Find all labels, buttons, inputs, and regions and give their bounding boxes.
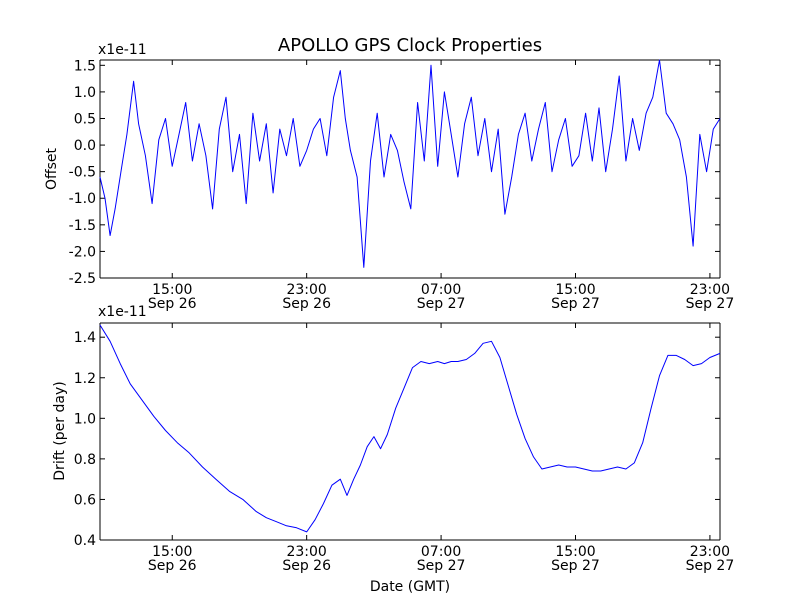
drift-x-tick-date: Sep 26: [148, 558, 197, 574]
drift-y-tick-label: 1.0: [74, 411, 96, 427]
drift-x-tick-time: 23:00: [690, 544, 730, 560]
drift-x-tick-date: Sep 27: [686, 558, 735, 574]
offset-x-tick-time: 23:00: [286, 282, 326, 298]
drift-y-tick-label: 0.8: [74, 452, 96, 468]
drift-x-tick-date: Sep 27: [417, 558, 466, 574]
offset-series-line: [99, 59, 721, 268]
offset-x-tick-time: 15:00: [555, 282, 595, 298]
offset-y-axis-label: Offset: [44, 147, 60, 190]
drift-y-tick-label: 1.4: [74, 330, 96, 346]
offset-x-tick-time: 23:00: [690, 282, 730, 298]
offset-y-tick-label: -2.0: [69, 244, 96, 260]
offset-x-tick-date: Sep 26: [282, 296, 331, 312]
offset-x-tick-date: Sep 27: [551, 296, 600, 312]
offset-y-tick-label: 1.0: [74, 85, 96, 101]
drift-series-line: [99, 324, 721, 533]
drift-panel: x1e-11 Drift (per day) Date (GMT) 1.4 1.2…: [52, 304, 734, 595]
drift-y-axis-label: Drift (per day): [52, 381, 68, 480]
offset-y-tick-label: -1.5: [69, 218, 96, 234]
offset-y-tick-label: -1.0: [69, 191, 96, 207]
drift-scale-label: x1e-11: [98, 304, 147, 320]
offset-panel: x1e-11 Offset 1.5 1.0 0.5 0.0 -0.5 -1.0 -1.5 -2…: [44, 42, 734, 312]
drift-x-tick-time: 23:00: [286, 544, 326, 560]
drift-x-tick-time: 15:00: [555, 544, 595, 560]
drift-y-tick-label: 0.4: [74, 533, 96, 549]
offset-y-tick-label: 1.5: [74, 58, 96, 74]
offset-x-tick-time: 15:00: [152, 282, 192, 298]
x-axis-label: Date (GMT): [370, 579, 450, 595]
offset-x-tick-date: Sep 26: [148, 296, 197, 312]
drift-x-tick-time: 07:00: [421, 544, 461, 560]
offset-y-tick-label: -0.5: [69, 165, 96, 181]
offset-y-tick-label: -2.5: [69, 271, 96, 287]
drift-x-tick-date: Sep 27: [551, 558, 600, 574]
offset-x-tick-date: Sep 27: [417, 296, 466, 312]
drift-y-tick-label: 0.6: [74, 492, 96, 508]
offset-x-tick-time: 07:00: [421, 282, 461, 298]
offset-x-tick-date: Sep 27: [686, 296, 735, 312]
offset-scale-label: x1e-11: [98, 42, 147, 58]
offset-y-tick-label: 0.0: [74, 138, 96, 154]
drift-y-tick-label: 1.2: [74, 371, 96, 387]
drift-x-tick-time: 15:00: [152, 544, 192, 560]
offset-y-tick-label: 0.5: [74, 111, 96, 127]
chart-title: APOLLO GPS Clock Properties: [278, 35, 542, 56]
drift-x-tick-date: Sep 26: [282, 558, 331, 574]
